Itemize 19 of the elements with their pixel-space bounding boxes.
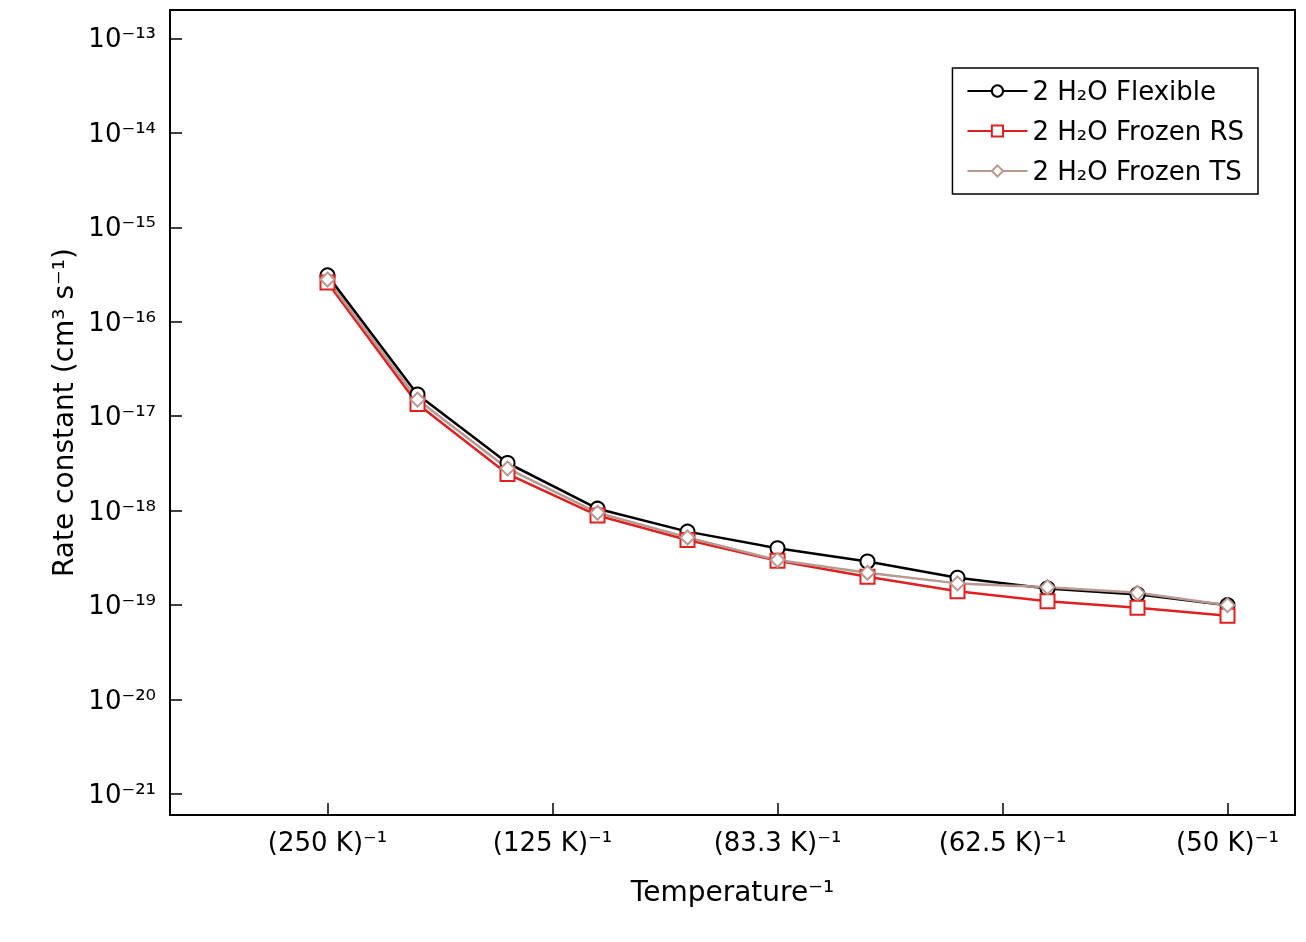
y-tick-label: 10⁻¹⁷ [88,401,156,432]
x-tick-label: (50 K)⁻¹ [1176,827,1279,857]
y-tick-label: 10⁻¹⁸ [88,495,156,526]
y-tick-label: 10⁻¹⁶ [88,306,156,337]
y-tick-label: 10⁻²⁰ [88,684,156,715]
x-tick-label: (62.5 K)⁻¹ [938,827,1067,857]
legend-label: 2 H₂O Flexible [1032,76,1217,106]
x-tick-label: (125 K)⁻¹ [492,827,613,857]
x-axis-title: Temperature⁻¹ [629,874,835,908]
legend-label: 2 H₂O Frozen RS [1032,116,1245,146]
y-tick-label: 10⁻¹⁵ [88,212,156,243]
x-tick-label: (250 K)⁻¹ [267,827,388,857]
y-tick-label: 10⁻¹³ [88,23,156,54]
legend-label: 2 H₂O Frozen TS [1032,156,1242,186]
y-tick-label: 10⁻²¹ [88,779,156,810]
y-tick-label: 10⁻¹⁹ [88,590,156,621]
y-tick-label: 10⁻¹⁴ [88,117,156,148]
y-axis-title: Rate constant (cm³ s⁻¹) [46,248,80,577]
x-tick-label: (83.3 K)⁻¹ [713,827,842,857]
